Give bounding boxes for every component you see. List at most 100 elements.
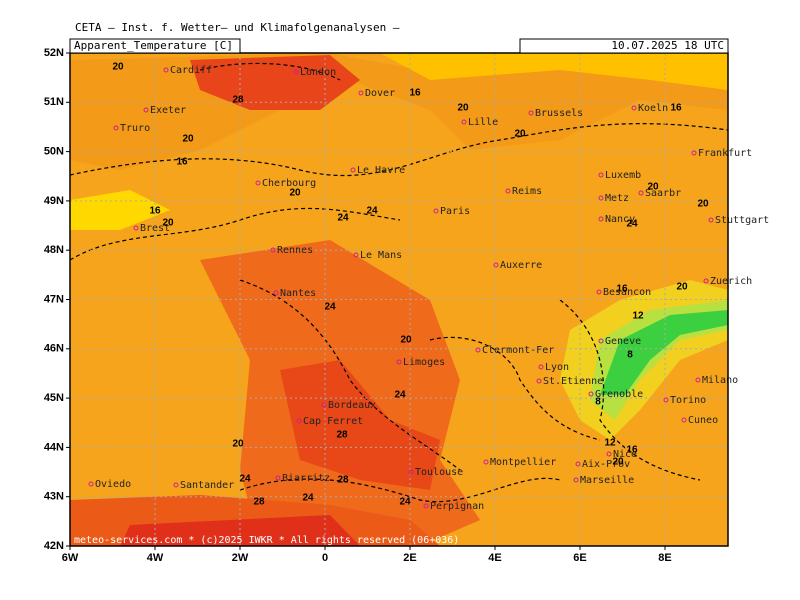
contour-label: 24 bbox=[302, 493, 314, 504]
lon-label: 8E bbox=[658, 552, 671, 564]
city-name: Saarbr bbox=[645, 188, 681, 199]
valid-time: 10.07.2025 18 UTC bbox=[611, 39, 724, 52]
city-marker bbox=[538, 364, 544, 370]
city-name: Paris bbox=[440, 206, 470, 217]
contour-label: 28 bbox=[232, 95, 244, 106]
city-name: Nantes bbox=[280, 288, 316, 299]
city-marker bbox=[708, 217, 714, 223]
city-name: Oviedo bbox=[95, 479, 131, 490]
valid-box bbox=[519, 38, 729, 54]
lat-label: 48N bbox=[44, 244, 64, 256]
contour-label: 28 bbox=[337, 475, 349, 486]
lon-label: 4W bbox=[147, 552, 164, 564]
city-marker bbox=[596, 289, 602, 295]
city-name: Cuneo bbox=[688, 415, 718, 426]
contour-label: 8 bbox=[627, 350, 633, 361]
city-marker bbox=[396, 359, 402, 365]
city-marker bbox=[598, 172, 604, 178]
city-marker bbox=[691, 150, 697, 156]
city-name: St.Etienne bbox=[543, 376, 603, 387]
city-marker bbox=[475, 347, 481, 353]
header: CETA – Inst. f. Wetter– und Klimafolgena… bbox=[75, 21, 400, 34]
contour-label: 20 bbox=[289, 188, 301, 199]
city-marker bbox=[703, 278, 709, 284]
contour-label: 20 bbox=[400, 335, 412, 346]
copyright: meteo-services.com * (c)2025 IWKR * All … bbox=[74, 535, 459, 546]
city-marker bbox=[461, 119, 467, 125]
city-name: Toulouse bbox=[415, 467, 463, 478]
city-name: Brussels bbox=[535, 108, 583, 119]
city-marker bbox=[358, 90, 364, 96]
city-marker bbox=[133, 225, 139, 231]
lon-label: 6E bbox=[573, 552, 586, 564]
city-name: Limoges bbox=[403, 357, 445, 368]
city-marker bbox=[536, 378, 542, 384]
city-marker bbox=[273, 290, 279, 296]
city-name: Dover bbox=[365, 88, 395, 99]
city-marker bbox=[296, 418, 302, 424]
lon-label: 4E bbox=[488, 552, 501, 564]
city-marker bbox=[275, 475, 281, 481]
city-marker bbox=[321, 402, 327, 408]
city-name: Le Mans bbox=[360, 250, 402, 261]
city-marker bbox=[293, 69, 299, 75]
city-marker bbox=[163, 67, 169, 73]
city-marker bbox=[433, 208, 439, 214]
city-marker bbox=[143, 107, 149, 113]
city-name: Nice bbox=[613, 449, 637, 460]
city-name: Rennes bbox=[277, 245, 313, 256]
city-marker bbox=[493, 262, 499, 268]
contour-label: 28 bbox=[336, 430, 348, 441]
city-marker bbox=[598, 195, 604, 201]
city-name: Brest bbox=[140, 223, 170, 234]
city-marker bbox=[681, 417, 687, 423]
city-marker bbox=[598, 216, 604, 222]
city-name: Perpignan bbox=[430, 501, 484, 512]
city-name: Nancy bbox=[605, 214, 635, 225]
city-marker bbox=[528, 110, 534, 116]
contour-label: 24 bbox=[366, 206, 378, 217]
city-name: Besancon bbox=[603, 287, 651, 298]
lat-label: 52N bbox=[44, 47, 64, 59]
contour-label: 24 bbox=[394, 390, 406, 401]
lon-label: 2E bbox=[403, 552, 416, 564]
city-name: Metz bbox=[605, 193, 629, 204]
contour-label: 16 bbox=[670, 103, 682, 114]
city-marker bbox=[598, 338, 604, 344]
lat-label: 47N bbox=[44, 293, 64, 305]
city-name: Exeter bbox=[150, 105, 186, 116]
city-name: Grenoble bbox=[595, 389, 643, 400]
lon-label: 2W bbox=[232, 552, 249, 564]
lon-label: 6W bbox=[62, 552, 79, 564]
city-name: Koeln bbox=[638, 103, 668, 114]
city-marker bbox=[270, 247, 276, 253]
lon-label: 0 bbox=[322, 552, 328, 564]
contour-label: 20 bbox=[697, 199, 709, 210]
parameter: Apparent_Temperature [C] bbox=[74, 39, 233, 52]
city-name: Marseille bbox=[580, 475, 634, 486]
city-name: Lille bbox=[468, 117, 498, 128]
city-marker bbox=[575, 461, 581, 467]
city-name: Cherbourg bbox=[262, 178, 316, 189]
city-name: Luxemb bbox=[605, 170, 641, 181]
contour-label: 20 bbox=[112, 62, 124, 73]
contour-label: 12 bbox=[632, 311, 644, 322]
city-marker bbox=[505, 188, 511, 194]
lat-label: 45N bbox=[44, 392, 64, 404]
contour-label: 20 bbox=[457, 103, 469, 114]
contour-label: 20 bbox=[162, 218, 174, 229]
city-marker bbox=[350, 167, 356, 173]
contour-label: 20 bbox=[232, 439, 244, 450]
city-name: Stuttgart bbox=[715, 215, 769, 226]
contour-label: 8 bbox=[595, 397, 601, 408]
lat-label: 46N bbox=[44, 343, 64, 355]
city-name: Milano bbox=[702, 375, 738, 386]
contour-label: 24 bbox=[337, 213, 349, 224]
city-name: Lyon bbox=[545, 362, 569, 373]
city-marker bbox=[573, 477, 579, 483]
contour-label: 24 bbox=[626, 219, 638, 230]
city-name: Reims bbox=[512, 186, 542, 197]
city-marker bbox=[408, 469, 414, 475]
city-marker bbox=[631, 105, 637, 111]
